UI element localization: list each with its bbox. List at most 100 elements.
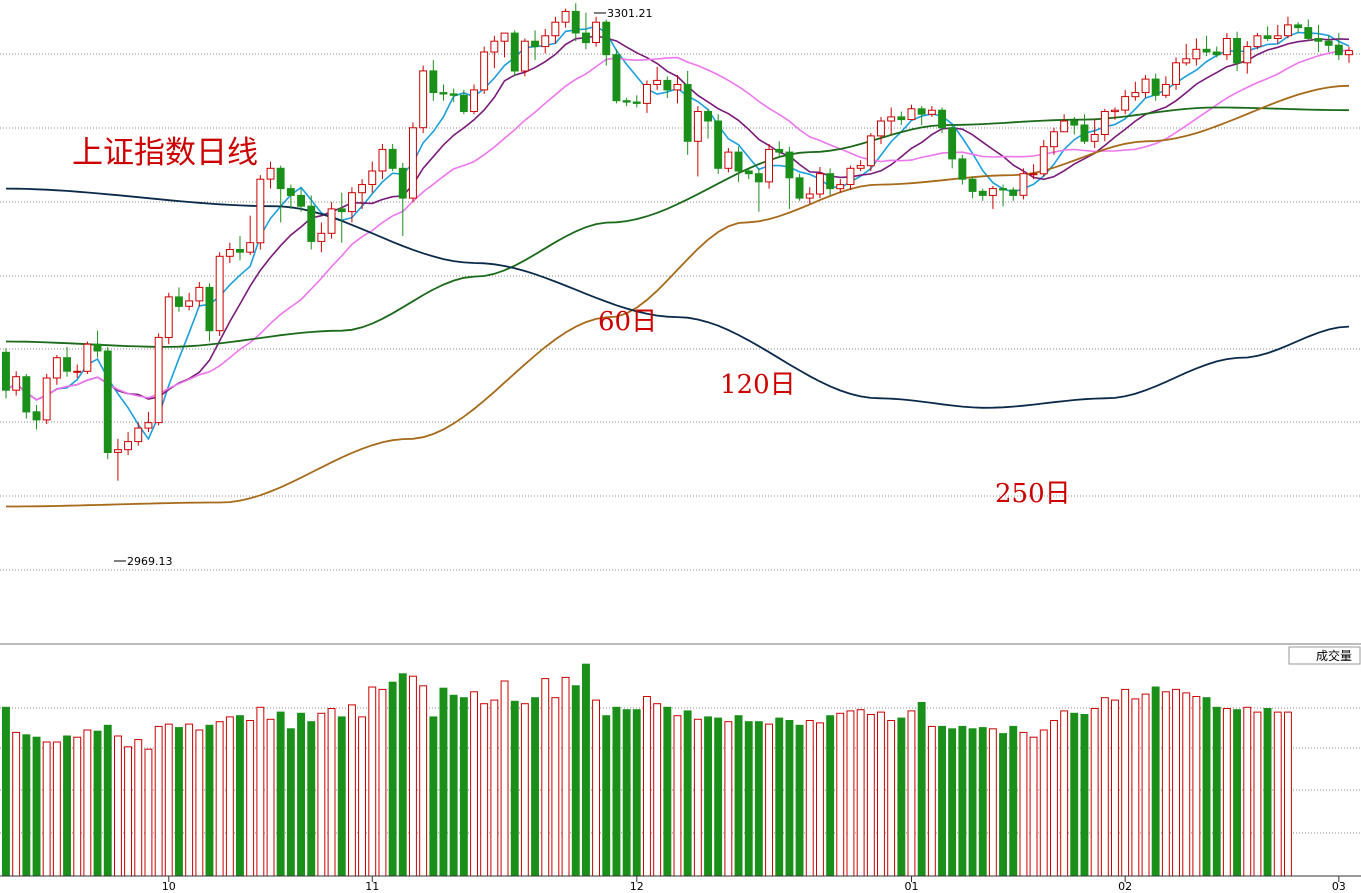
candle bbox=[917, 106, 926, 126]
volume-bar bbox=[52, 741, 61, 877]
volume-bar bbox=[409, 675, 417, 877]
candle-body bbox=[1172, 62, 1180, 85]
candle-body bbox=[846, 167, 855, 186]
candle bbox=[999, 184, 1007, 207]
volume-bar bbox=[571, 685, 580, 877]
candle bbox=[114, 438, 122, 481]
candle bbox=[948, 125, 957, 169]
candle-body bbox=[866, 135, 875, 167]
candle-body bbox=[419, 70, 428, 129]
candle bbox=[1304, 19, 1313, 42]
candle bbox=[734, 146, 743, 182]
candle bbox=[12, 371, 21, 396]
volume-bar bbox=[1090, 708, 1099, 877]
month-tick-label: 11 bbox=[365, 880, 379, 893]
volume-bar bbox=[266, 718, 275, 877]
candle bbox=[1202, 35, 1211, 57]
candle-body bbox=[1345, 50, 1353, 56]
candle bbox=[907, 104, 916, 121]
candle bbox=[968, 176, 977, 199]
candle bbox=[1192, 38, 1201, 66]
ma120-line bbox=[6, 84, 1350, 508]
candle-body bbox=[327, 208, 336, 234]
candle bbox=[1345, 46, 1353, 63]
volume-bar bbox=[1253, 711, 1262, 877]
candle-body bbox=[1131, 92, 1140, 98]
candle bbox=[358, 179, 367, 209]
candle-body bbox=[215, 255, 224, 332]
candle-body bbox=[1050, 131, 1058, 148]
candle-body bbox=[409, 127, 417, 199]
volume-bar bbox=[307, 721, 316, 877]
volume-bar bbox=[348, 704, 356, 877]
candle bbox=[246, 215, 255, 255]
month-ticks: 10 11 12 01 02 03 bbox=[162, 876, 1346, 893]
candle-body bbox=[765, 148, 773, 183]
candle bbox=[1263, 26, 1272, 42]
volume-bar bbox=[1284, 711, 1292, 877]
candle bbox=[1222, 33, 1231, 61]
volume-bar bbox=[378, 688, 387, 877]
volume-bar bbox=[785, 720, 794, 877]
candle bbox=[470, 84, 479, 115]
volume-bar bbox=[836, 712, 845, 877]
volume-label: 成交量 bbox=[1316, 648, 1352, 663]
candle bbox=[1100, 108, 1109, 142]
candle bbox=[958, 154, 967, 185]
candle-body bbox=[795, 177, 804, 199]
candle-body bbox=[1070, 120, 1079, 126]
month-tick-label: 02 bbox=[1118, 880, 1132, 893]
volume-bar bbox=[63, 735, 71, 877]
candle bbox=[317, 222, 326, 253]
candle bbox=[1131, 81, 1140, 101]
candle-body bbox=[22, 376, 31, 413]
volume-bar bbox=[134, 739, 143, 877]
volume-bar bbox=[1070, 712, 1079, 877]
candle-body bbox=[429, 70, 438, 94]
volume-bar bbox=[205, 724, 214, 877]
candle-body bbox=[1039, 146, 1048, 175]
candle bbox=[1151, 73, 1160, 101]
candle-body bbox=[1029, 173, 1038, 176]
candle-body bbox=[520, 40, 529, 72]
candle-body bbox=[32, 411, 41, 421]
candle-body bbox=[734, 151, 743, 172]
candle bbox=[480, 46, 489, 94]
volume-bar bbox=[164, 723, 173, 877]
volume-bar bbox=[419, 685, 428, 877]
volume-bar bbox=[856, 709, 865, 877]
candle-body bbox=[73, 370, 82, 373]
candle-body bbox=[286, 188, 295, 196]
candle-body bbox=[246, 242, 255, 253]
candle bbox=[297, 188, 306, 212]
candle bbox=[459, 89, 468, 115]
candle bbox=[877, 116, 885, 144]
volume-bar bbox=[154, 725, 163, 877]
candle-body bbox=[1121, 96, 1130, 111]
candle bbox=[1182, 43, 1191, 66]
candle bbox=[592, 16, 600, 47]
volume-bar bbox=[622, 709, 631, 877]
candle bbox=[632, 95, 641, 108]
candle bbox=[2, 348, 10, 399]
candle bbox=[1172, 57, 1180, 90]
volume-bar bbox=[866, 714, 875, 877]
candle bbox=[612, 49, 621, 104]
volume-bar bbox=[1080, 714, 1089, 877]
candle-body bbox=[83, 343, 92, 372]
candle bbox=[500, 32, 509, 58]
volume-bar bbox=[734, 715, 743, 877]
candle bbox=[938, 107, 946, 134]
volume-bar bbox=[938, 725, 946, 877]
candle bbox=[795, 173, 804, 201]
candle-body bbox=[826, 173, 835, 190]
volume-bar bbox=[510, 700, 519, 877]
candle bbox=[1294, 22, 1303, 34]
volume-bar bbox=[897, 717, 906, 877]
candle-body bbox=[1222, 38, 1231, 56]
volume-bar bbox=[816, 722, 824, 877]
candle-body bbox=[582, 32, 590, 44]
volume-bar bbox=[520, 703, 529, 877]
candle-body bbox=[1090, 134, 1099, 142]
